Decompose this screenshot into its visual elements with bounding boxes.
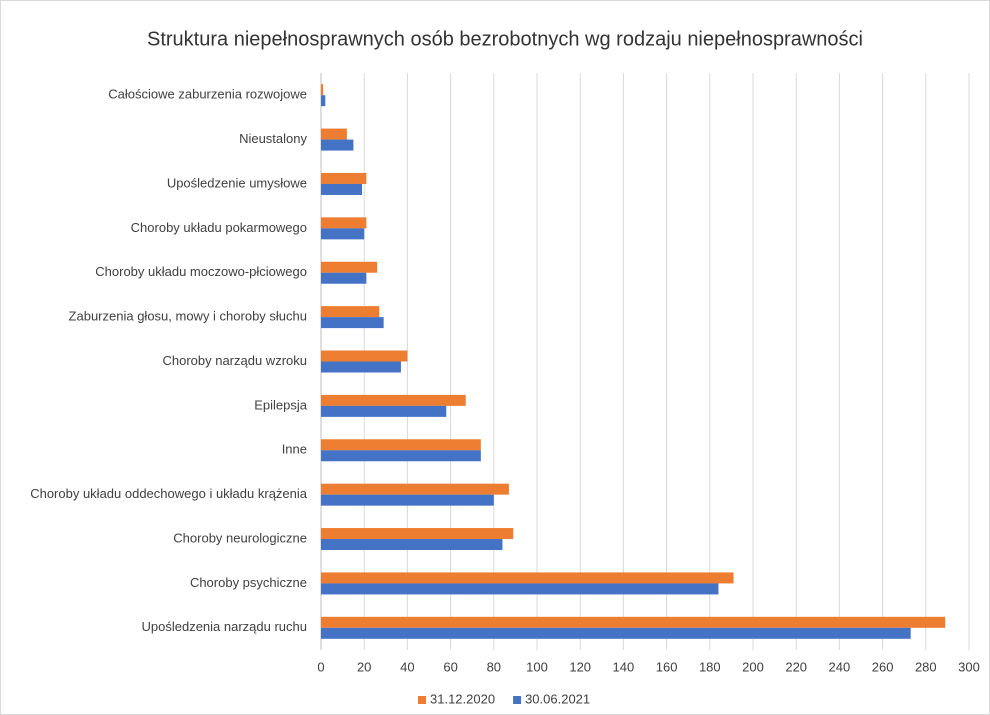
x-tick-label: 80 — [487, 659, 501, 674]
bar — [321, 84, 324, 96]
y-tick-label: Epilepsja — [254, 397, 308, 412]
x-tick-label: 100 — [526, 659, 548, 674]
y-tick-label: Zaburzenia głosu, mowy i choroby słuchu — [69, 309, 307, 324]
x-tick-label: 280 — [915, 659, 937, 674]
bar — [321, 217, 367, 229]
y-tick-label: Choroby układu pokarmowego — [131, 220, 307, 235]
bar — [321, 405, 447, 417]
bar — [321, 361, 401, 373]
x-tick-label: 20 — [357, 659, 371, 674]
bar — [321, 272, 367, 284]
bar — [321, 172, 367, 184]
y-tick-label: Upośledzenie umysłowe — [167, 175, 307, 190]
bar — [321, 183, 363, 195]
x-tick-label: 120 — [569, 659, 591, 674]
bar — [321, 627, 911, 639]
bar — [321, 583, 719, 595]
x-tick-label: 200 — [742, 659, 764, 674]
y-tick-label: Choroby neurologiczne — [173, 530, 307, 545]
x-tick-label: 40 — [400, 659, 414, 674]
bar — [321, 494, 494, 506]
x-tick-label: 60 — [443, 659, 457, 674]
y-tick-label: Całościowe zaburzenia rozwojowe — [108, 87, 307, 102]
bar — [321, 128, 347, 140]
x-tick-label: 300 — [958, 659, 980, 674]
y-tick-label: Choroby układu oddechowego i układu krąż… — [30, 486, 308, 501]
chart-title: Struktura niepełnosprawnych osób bezrobo… — [147, 28, 863, 50]
legend-swatch — [513, 696, 522, 704]
legend-swatch — [418, 696, 426, 704]
x-tick-label: 220 — [785, 659, 807, 674]
bar — [321, 450, 481, 462]
y-tick-label: Choroby psychiczne — [190, 575, 307, 590]
bar — [321, 483, 509, 495]
x-tick-label: 260 — [872, 659, 894, 674]
bar — [321, 350, 408, 362]
bar — [321, 261, 378, 273]
bar — [321, 317, 384, 329]
y-tick-label: Choroby narządu wzroku — [162, 353, 307, 368]
x-tick-label: 0 — [317, 659, 324, 674]
x-tick-label: 160 — [656, 659, 678, 674]
legend-label: 31.12.2020 — [430, 691, 495, 706]
bar — [321, 616, 946, 628]
bar — [321, 228, 365, 240]
legend-label: 30.06.2021 — [525, 691, 590, 706]
y-tick-label: Inne — [282, 442, 307, 457]
bar — [321, 306, 380, 318]
x-tick-label: 180 — [699, 659, 721, 674]
y-tick-label: Upośledzenia narządu ruchu — [142, 619, 308, 634]
y-tick-label: Choroby układu moczowo-płciowego — [95, 264, 307, 279]
x-tick-label: 140 — [613, 659, 635, 674]
x-tick-label: 240 — [829, 659, 851, 674]
bar — [321, 528, 514, 540]
bar — [321, 139, 354, 151]
bar — [321, 95, 326, 107]
bar — [321, 539, 503, 551]
bar — [321, 572, 734, 584]
bar — [321, 439, 481, 451]
y-tick-label: Nieustalony — [239, 131, 307, 146]
bar — [321, 394, 466, 406]
